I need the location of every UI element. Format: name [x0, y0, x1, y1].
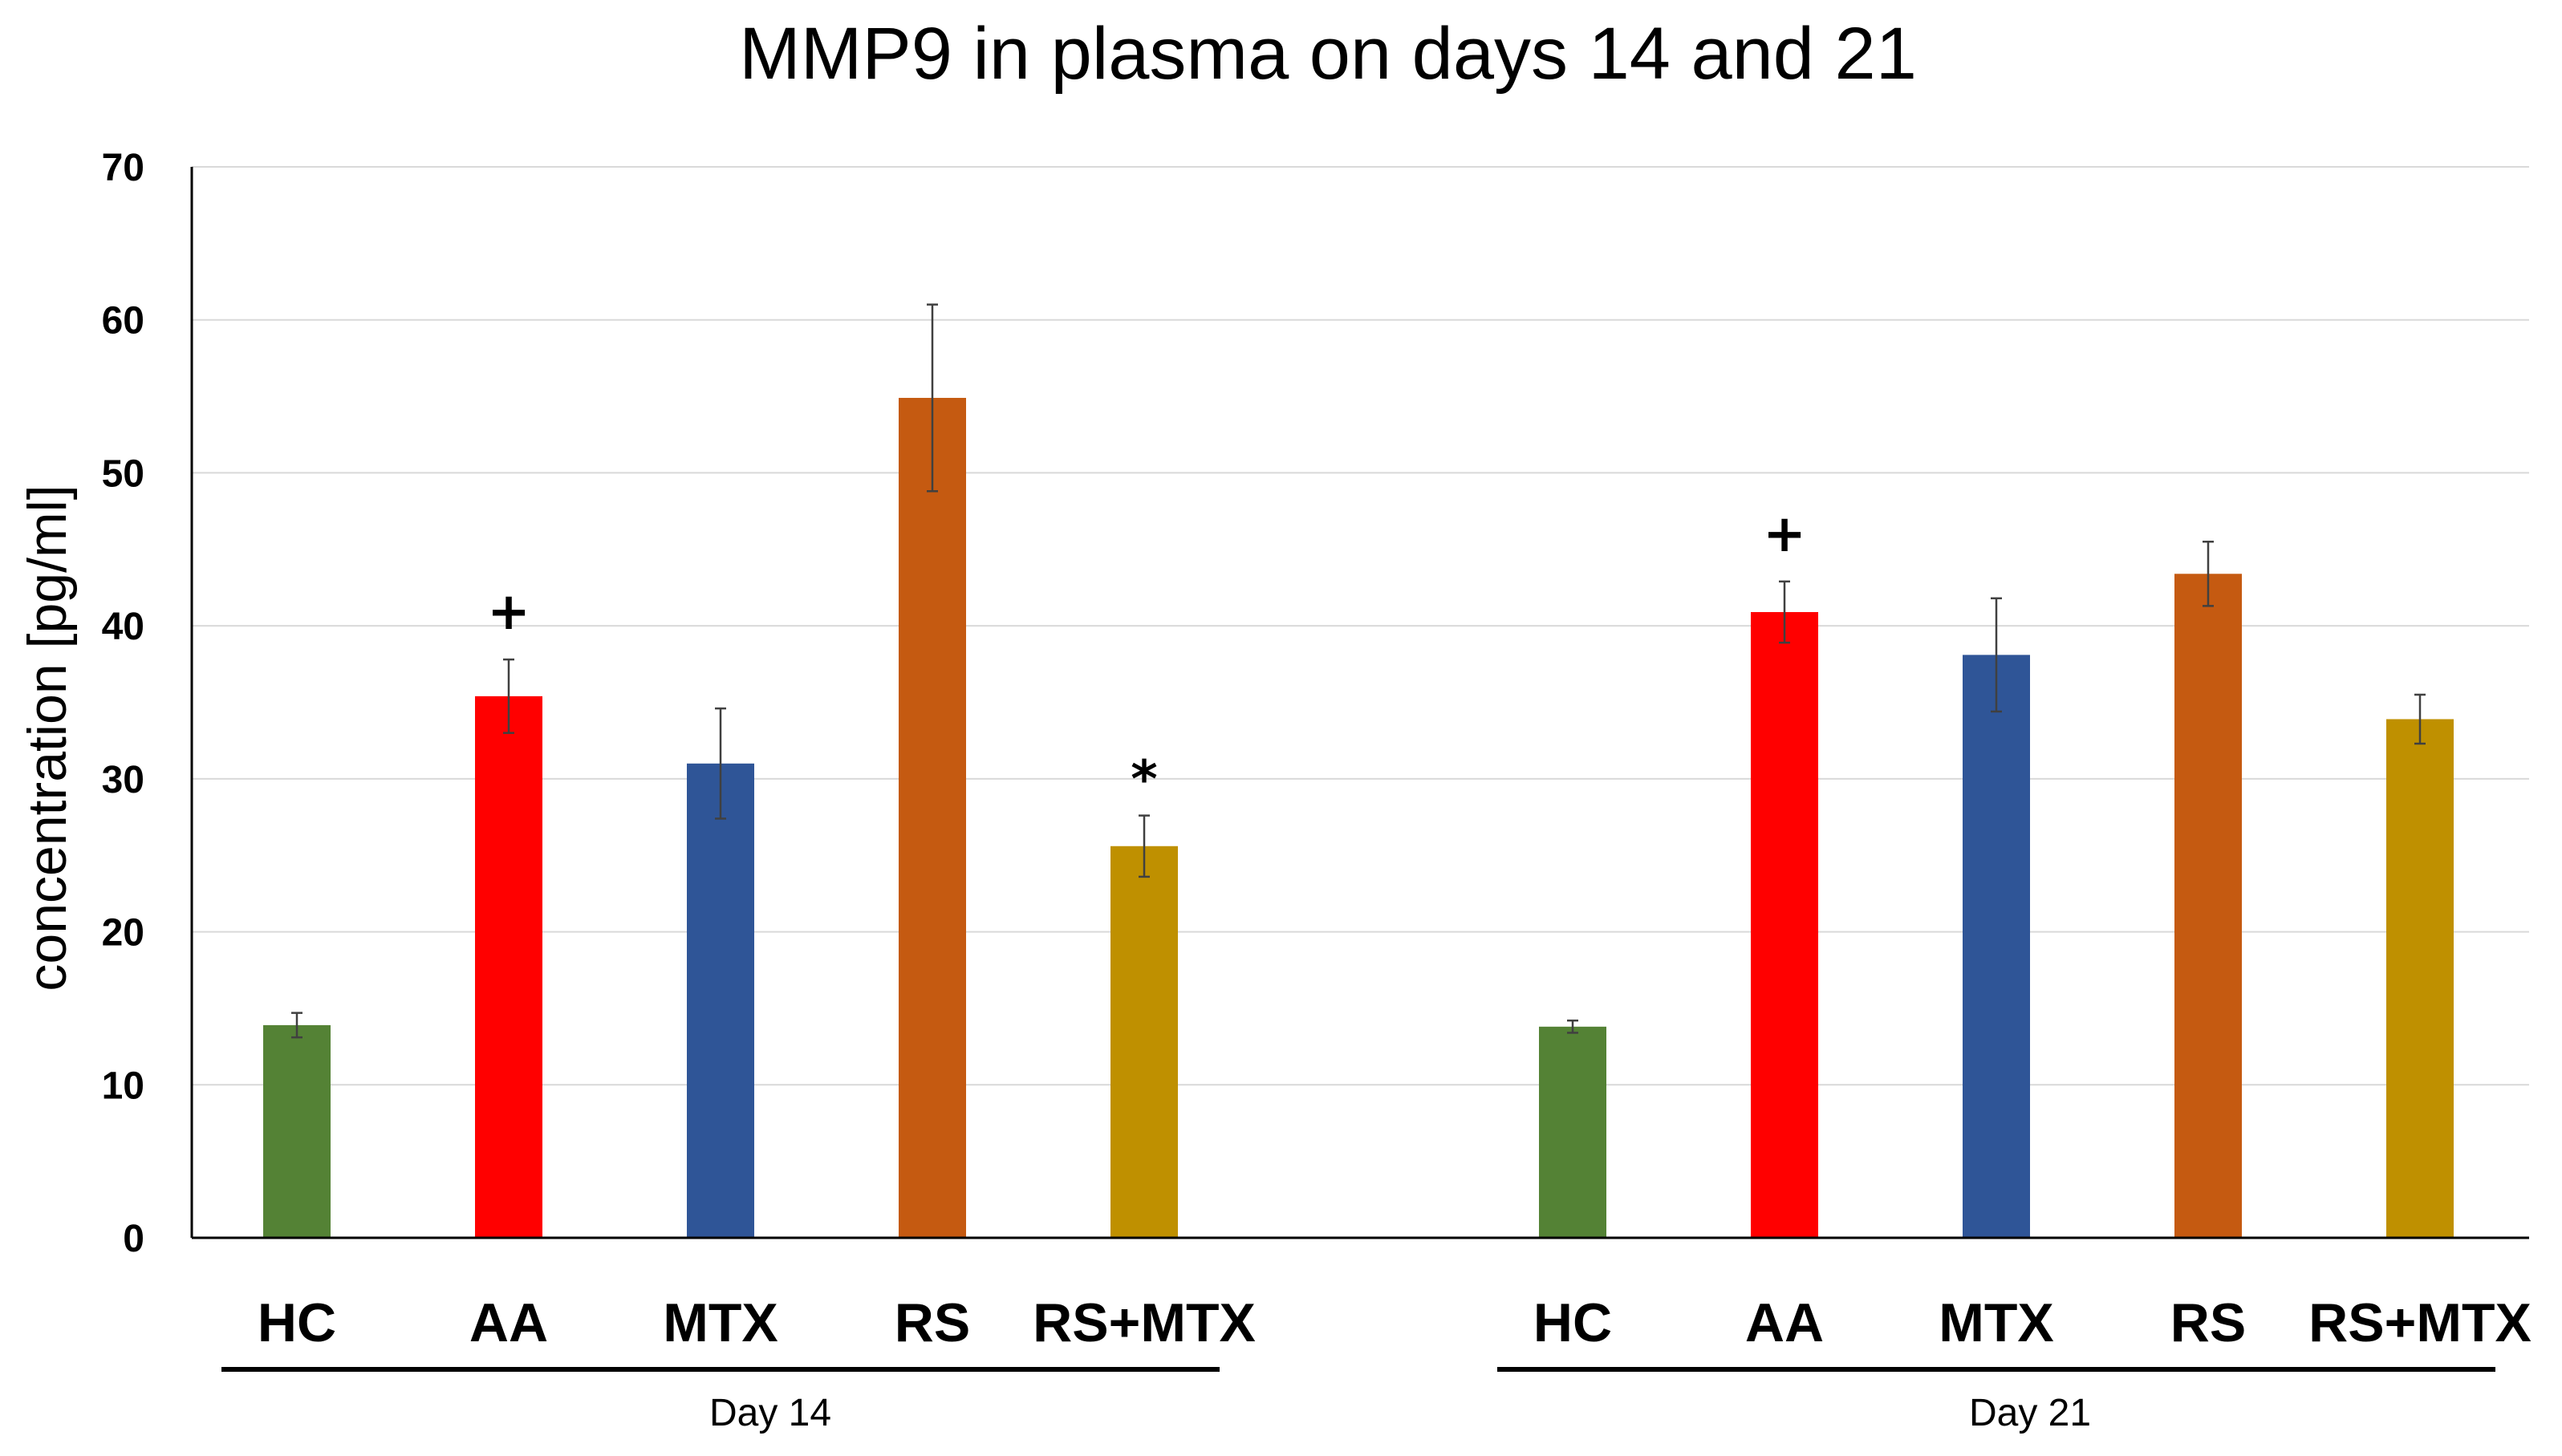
x-category-label: HC: [1533, 1292, 1612, 1353]
x-category-label: AA: [1745, 1292, 1824, 1353]
bar-day21-mtx: [1963, 655, 2030, 1238]
y-tick-label: 10: [102, 1065, 144, 1107]
significance-marker: +: [1763, 505, 1806, 564]
bar-day14-mtx: [687, 763, 754, 1238]
x-category-label: AA: [469, 1292, 548, 1353]
chart-title: MMP9 in plasma on days 14 and 21: [739, 13, 1917, 95]
error-bar: [2203, 541, 2214, 607]
error-bar: [1991, 597, 2002, 713]
error-bar: [715, 707, 726, 820]
significance-marker: *: [1131, 751, 1157, 810]
x-category-label: RS+MTX: [2308, 1292, 2532, 1353]
gridlines: [192, 166, 2529, 1086]
y-tick-label: 60: [102, 300, 144, 343]
bar-day21-hc: [1539, 1026, 1606, 1238]
error-bars: [291, 303, 2426, 1039]
error-bar: [291, 1012, 302, 1039]
error-bar: [1567, 1019, 1578, 1034]
error-bar: [1139, 814, 1150, 878]
bar-day14-rs-mtx: [1110, 846, 1178, 1238]
significance-marker: +: [487, 582, 530, 642]
y-axis-label: concentration [pg/ml]: [17, 485, 78, 991]
error-bar: [2414, 693, 2426, 745]
bar-day14-aa: [475, 696, 542, 1238]
x-category-label: RS+MTX: [1033, 1292, 1256, 1353]
y-tick-label: 20: [102, 912, 144, 955]
error-bar: [503, 658, 514, 734]
bar-day21-rs-mtx: [2386, 719, 2454, 1238]
significance-annotations: + * +: [487, 505, 1806, 810]
y-tick-label: 30: [102, 759, 144, 801]
x-category-label: RS: [2170, 1292, 2246, 1353]
group-label: Day 21: [1969, 1392, 2091, 1434]
group-labels: Day 14 Day 21: [221, 1367, 2495, 1434]
y-tick-label: 70: [102, 147, 144, 189]
bar-day14-rs: [899, 397, 966, 1239]
group-label: Day 14: [709, 1392, 831, 1434]
x-category-label: RS: [895, 1292, 970, 1353]
bar-day21-rs: [2174, 574, 2242, 1238]
error-bar: [1779, 580, 1790, 644]
x-category-label: MTX: [1939, 1292, 2054, 1353]
x-category-label: HC: [258, 1292, 336, 1353]
y-tick-label: 50: [102, 452, 144, 495]
error-bar: [927, 303, 938, 493]
bar-day14-hc: [263, 1024, 331, 1238]
y-axis-ticks: 0 10 20 30 40 50 60 70: [102, 147, 144, 1260]
x-axis-categories: HC AA MTX RS RS+MTX HC AA MTX RS RS+MTX: [258, 1292, 2532, 1353]
x-category-label: MTX: [663, 1292, 778, 1353]
bars: [263, 397, 2454, 1239]
y-tick-label: 0: [123, 1218, 144, 1260]
bar-day21-aa: [1751, 611, 1818, 1238]
y-tick-label: 40: [102, 606, 144, 648]
